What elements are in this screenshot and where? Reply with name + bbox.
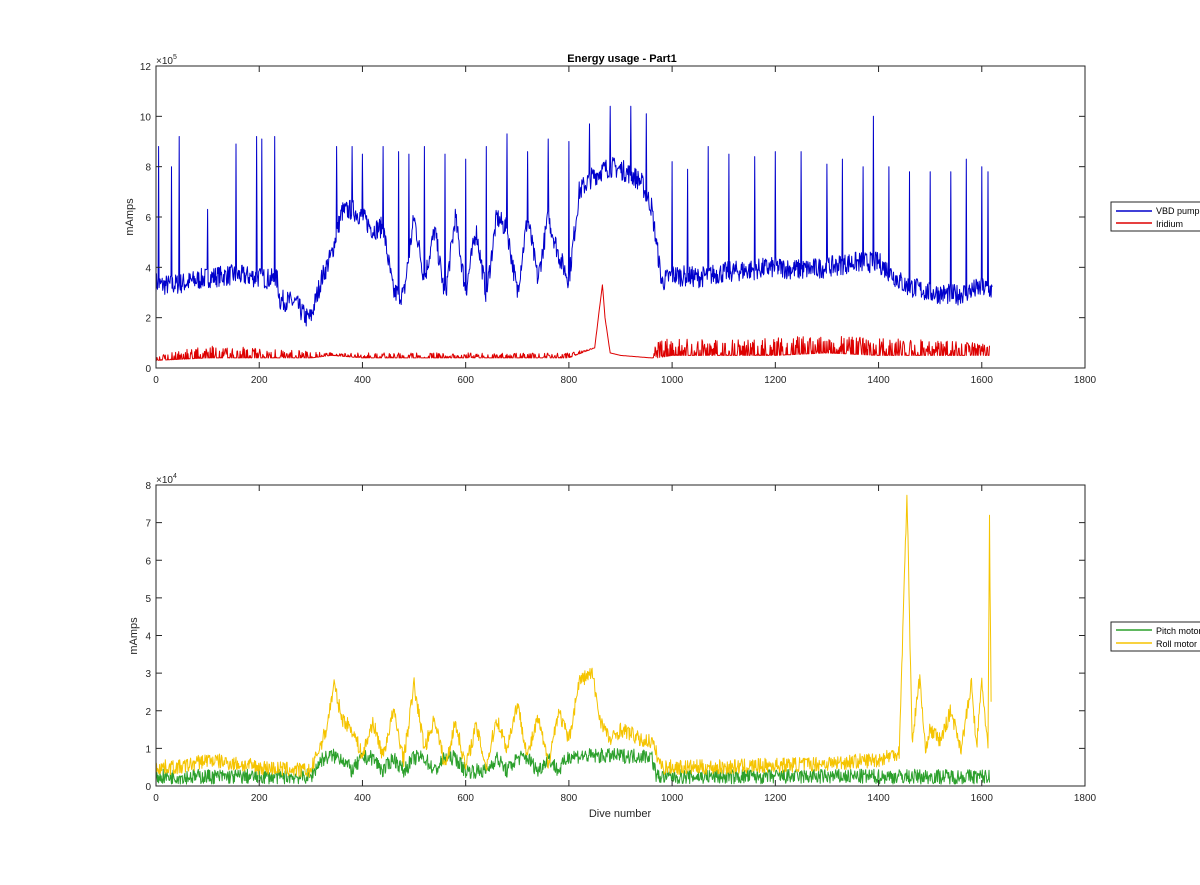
y-tick-label: 4 bbox=[145, 263, 151, 274]
x-tick-label: 800 bbox=[561, 375, 578, 386]
x-tick-label: 400 bbox=[354, 793, 371, 804]
legend-label-iridium: Iridium bbox=[1156, 219, 1183, 229]
x-tick-label: 200 bbox=[251, 375, 268, 386]
x-axis-label-bottom: Dive number bbox=[589, 808, 652, 820]
y-exponent-bottom: ×104 bbox=[156, 473, 177, 486]
legend-label-vbd-pump: VBD pump bbox=[1156, 206, 1200, 216]
series-line-vbd-pump bbox=[155, 105, 993, 327]
y-tick-label: 2 bbox=[145, 314, 151, 325]
x-tick-label: 1600 bbox=[971, 375, 994, 386]
legend-box bbox=[1110, 621, 1200, 652]
series-layer-top bbox=[155, 105, 993, 361]
y-axis-label-top: mAmps bbox=[124, 198, 136, 236]
y-tick-label: 8 bbox=[145, 481, 151, 492]
x-tick-label: 1600 bbox=[971, 793, 994, 804]
series-layer-bottom bbox=[155, 494, 992, 785]
y-tick-label: 10 bbox=[140, 112, 152, 123]
tick-layer-top: 0 200 400 600 800 1000 1200 1400 1600 1800 0 2 4 6 8 10… bbox=[140, 62, 1097, 386]
axes-box-bottom bbox=[155, 484, 1086, 787]
x-tick-label: 1000 bbox=[661, 793, 684, 804]
x-tick-label: 600 bbox=[457, 793, 474, 804]
x-tick-label: 1200 bbox=[764, 793, 787, 804]
y-exponent-top: ×105 bbox=[156, 54, 177, 67]
series-line-iridium bbox=[156, 284, 990, 361]
x-tick-label: 1800 bbox=[1074, 793, 1097, 804]
exponent-base: ×10 bbox=[156, 56, 173, 67]
series-line-pitch-motor bbox=[155, 747, 990, 785]
y-tick-label: 8 bbox=[145, 163, 151, 174]
y-tick-label: 7 bbox=[145, 519, 151, 530]
tick-layer-bottom: 0 200 400 600 800 1000 1200 1400 1600 1800 0 1 2 3 4 5 6… bbox=[145, 481, 1096, 804]
y-axis-label-bottom: mAmps bbox=[128, 617, 140, 655]
x-tick-label: 0 bbox=[153, 375, 159, 386]
exponent-power: 5 bbox=[173, 54, 177, 61]
x-tick-label: 800 bbox=[561, 793, 578, 804]
x-tick-label: 600 bbox=[457, 375, 474, 386]
legend-bottom: Pitch motor Roll motor bbox=[1110, 621, 1200, 652]
x-tick-label: 0 bbox=[153, 793, 159, 804]
x-tick-label: 1800 bbox=[1074, 375, 1097, 386]
x-tick-label: 1400 bbox=[867, 793, 890, 804]
axes-top: Energy usage - Part1 mAmps ×105 0 200 400 6… bbox=[124, 53, 1097, 386]
y-tick-label: 4 bbox=[145, 632, 151, 643]
x-tick-label: 400 bbox=[354, 375, 371, 386]
y-tick-label: 0 bbox=[145, 782, 151, 793]
y-tick-label: 3 bbox=[145, 669, 151, 680]
axes-box-top bbox=[155, 65, 1086, 369]
x-tick-label: 1200 bbox=[764, 375, 787, 386]
y-tick-label: 0 bbox=[145, 364, 151, 375]
exponent-power: 4 bbox=[173, 473, 177, 480]
legend-label-pitch-motor: Pitch motor bbox=[1156, 626, 1200, 636]
legend-top: VBD pump Iridium bbox=[1110, 201, 1200, 232]
series-line-roll-motor bbox=[155, 494, 992, 778]
x-tick-label: 1400 bbox=[867, 375, 890, 386]
x-tick-label: 1000 bbox=[661, 375, 684, 386]
legend-label-roll-motor: Roll motor bbox=[1156, 639, 1197, 649]
y-tick-label: 1 bbox=[145, 744, 151, 755]
y-tick-label: 2 bbox=[145, 707, 151, 718]
axes-bottom: mAmps Dive number ×104 0 200 400 600 800 1000… bbox=[128, 473, 1097, 820]
y-tick-label: 6 bbox=[145, 213, 151, 224]
legend-box bbox=[1110, 201, 1200, 232]
y-tick-label: 5 bbox=[145, 594, 151, 605]
x-tick-label: 200 bbox=[251, 793, 268, 804]
chart-title: Energy usage - Part1 bbox=[567, 53, 676, 65]
y-tick-label: 12 bbox=[140, 62, 152, 73]
y-tick-label: 6 bbox=[145, 556, 151, 567]
exponent-base: ×10 bbox=[156, 475, 173, 486]
